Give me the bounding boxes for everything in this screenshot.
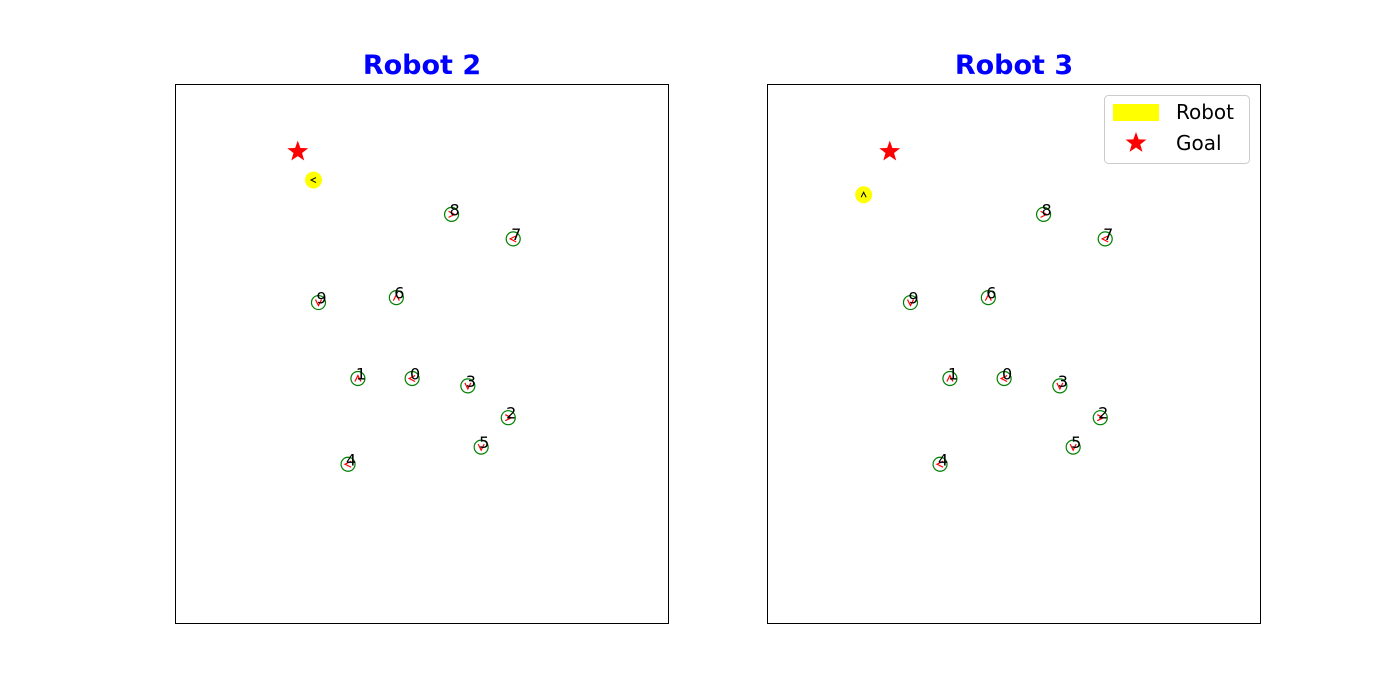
- obstacle-circle: [1097, 231, 1113, 247]
- obstacle-label: 4: [346, 450, 356, 469]
- obstacle-circle: [1092, 410, 1108, 426]
- plot-area-robot-3: 0 1 2 3 4 5 6 7 8 9: [767, 84, 1261, 624]
- heading-arrow-icon: [999, 374, 1008, 383]
- heading-arrow-icon: [1100, 235, 1109, 243]
- obstacle-6: 6: [388, 284, 404, 306]
- obstacle-label: 9: [316, 289, 326, 308]
- obstacle-2: 2: [1092, 404, 1108, 426]
- obstacle-label: 8: [1041, 200, 1051, 219]
- obstacle-label: 0: [1002, 365, 1012, 384]
- obstacle-circle: [996, 370, 1012, 387]
- heading-arrow-icon: [906, 299, 915, 307]
- obstacle-7: 7: [1097, 225, 1113, 247]
- legend-robot-swatch: [1113, 104, 1159, 121]
- heading-arrow-icon: [477, 443, 485, 452]
- heading-arrow-icon: [1040, 210, 1048, 218]
- obstacle-label: 6: [394, 284, 404, 303]
- obstacle-9: 9: [310, 289, 327, 311]
- obstacle-circle: [902, 294, 919, 311]
- obstacle-7: 7: [505, 225, 521, 247]
- obstacle-label: 1: [356, 365, 366, 384]
- obstacle-5: 5: [1065, 433, 1081, 455]
- heading-arrow-icon: [1097, 414, 1105, 422]
- obstacle-circle: [500, 410, 516, 426]
- heading-arrow-icon: [407, 374, 416, 383]
- plot-area-robot-2: 0 1 2 3 4 5 6 7 8 9: [175, 84, 669, 624]
- obstacle-circle: [340, 456, 356, 472]
- obstacle-label: 3: [1058, 372, 1068, 391]
- robot-heading-icon: [860, 191, 867, 198]
- obstacle-5: 5: [473, 433, 489, 455]
- obstacle-6: 6: [980, 284, 996, 306]
- obstacle-label: 4: [938, 450, 948, 469]
- heading-arrow-icon: [508, 235, 517, 243]
- obstacle-circle: [980, 290, 996, 306]
- obstacle-label: 2: [506, 404, 516, 423]
- heading-arrow-icon: [392, 293, 400, 301]
- obstacle-circle: [932, 456, 948, 472]
- obstacle-circle: [1052, 378, 1068, 394]
- obstacle-9: 9: [902, 289, 919, 311]
- heading-arrow-icon: [448, 210, 456, 218]
- obstacle-8: 8: [1035, 200, 1052, 222]
- obstacle-label: 7: [1103, 225, 1113, 244]
- heading-arrow-icon: [343, 460, 352, 468]
- obstacle-circle: [1065, 439, 1081, 455]
- goal-star-icon: [879, 140, 901, 161]
- obstacle-2: 2: [500, 404, 516, 426]
- obstacle-label: 6: [986, 284, 996, 303]
- obstacle-circle: [942, 370, 958, 387]
- heading-arrow-icon: [505, 414, 513, 422]
- obstacle-circle: [388, 290, 404, 306]
- obstacle-label: 3: [466, 372, 476, 391]
- obstacle-label: 0: [410, 365, 420, 384]
- obstacle-0: 0: [996, 365, 1012, 387]
- obstacle-circle: [505, 231, 521, 247]
- obstacle-label: 1: [948, 365, 958, 384]
- obstacle-circle: [1035, 206, 1052, 222]
- obstacle-1: 1: [942, 365, 958, 387]
- panel-title-robot-2: Robot 2: [362, 50, 482, 81]
- axes-frame: [767, 84, 1261, 624]
- legend: Robot Goal: [1104, 95, 1250, 164]
- heading-arrow-icon: [984, 293, 992, 301]
- heading-arrow-icon: [464, 382, 472, 391]
- heading-arrow-icon: [935, 460, 944, 468]
- obstacle-4: 4: [932, 450, 948, 472]
- obstacle-1: 1: [350, 365, 366, 387]
- obstacle-circle: [310, 294, 327, 311]
- obstacle-circle: [404, 370, 420, 387]
- obstacle-3: 3: [460, 372, 476, 394]
- legend-goal-label: Goal: [1176, 131, 1222, 155]
- panel-title-robot-3: Robot 3: [954, 50, 1074, 81]
- obstacle-0: 0: [404, 365, 420, 387]
- robot-heading-icon: [309, 177, 317, 183]
- obstacle-label: 2: [1098, 404, 1108, 423]
- obstacle-8: 8: [443, 200, 460, 222]
- obstacle-circle: [443, 206, 460, 222]
- axes-frame: [175, 84, 669, 624]
- heading-arrow-icon: [314, 299, 323, 307]
- obstacle-label: 5: [1071, 433, 1081, 452]
- legend-goal-star-icon: [1125, 132, 1147, 152]
- obstacle-3: 3: [1052, 372, 1068, 394]
- obstacle-4: 4: [340, 450, 356, 472]
- obstacle-label: 9: [908, 289, 918, 308]
- obstacle-circle: [350, 370, 366, 387]
- heading-arrow-icon: [354, 374, 362, 382]
- obstacle-circle: [460, 378, 476, 394]
- robot-marker: [305, 171, 323, 189]
- goal-star-icon: [287, 140, 309, 161]
- legend-robot-label: Robot: [1176, 100, 1234, 124]
- obstacle-label: 7: [511, 225, 521, 244]
- robot-marker: [855, 186, 873, 204]
- obstacle-label: 8: [449, 200, 459, 219]
- heading-arrow-icon: [1069, 443, 1077, 452]
- obstacle-label: 5: [479, 433, 489, 452]
- heading-arrow-icon: [1056, 382, 1064, 391]
- obstacle-circle: [473, 439, 489, 455]
- heading-arrow-icon: [946, 374, 954, 382]
